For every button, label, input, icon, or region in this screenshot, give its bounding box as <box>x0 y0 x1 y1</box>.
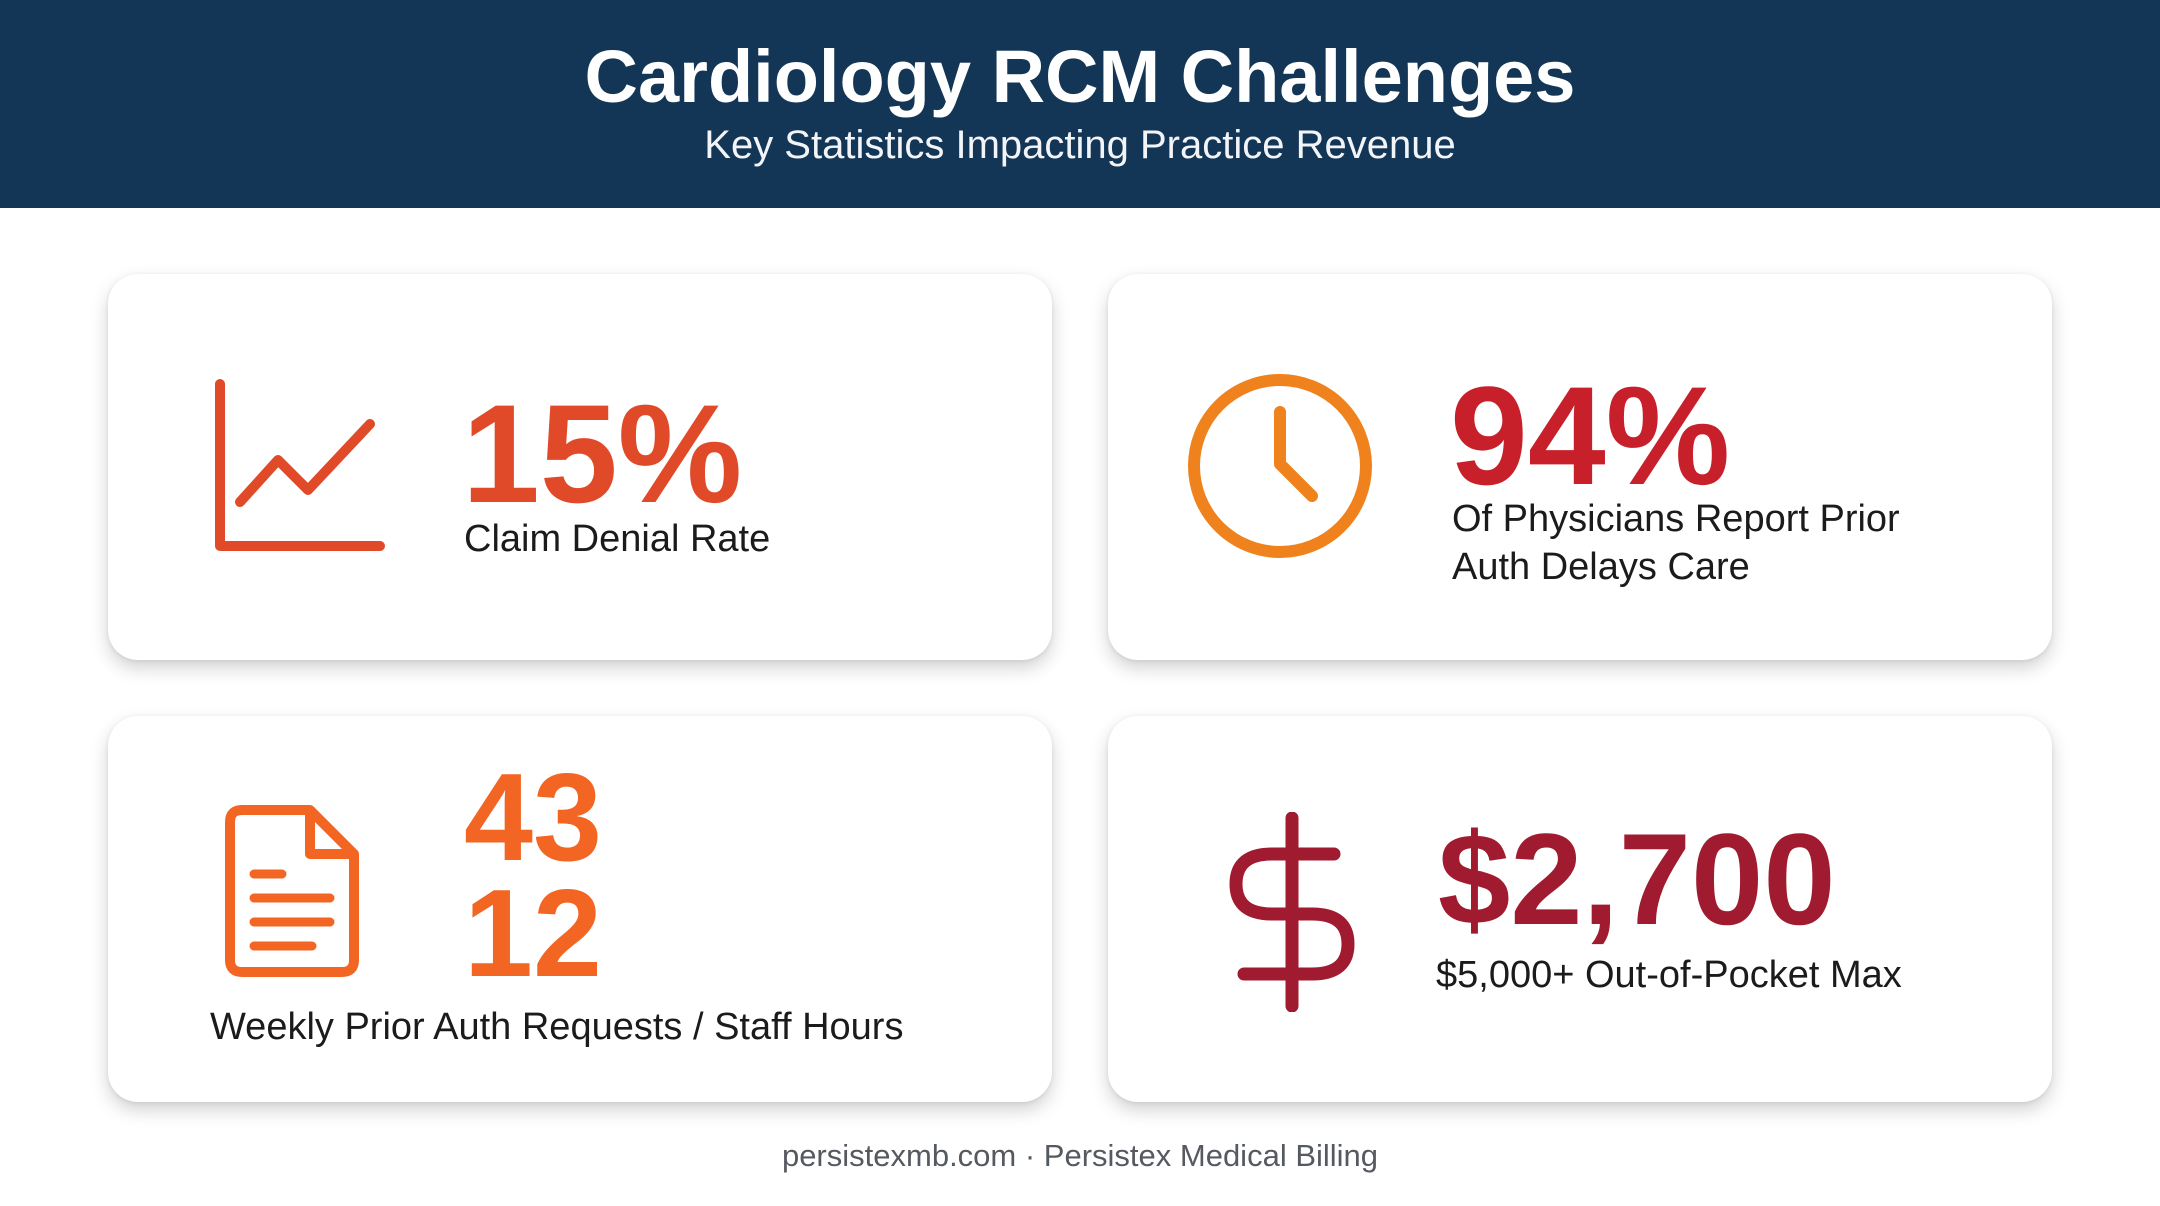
stat-label: Claim Denial Rate <box>464 518 771 560</box>
stat-card-weekly-prior-auth: 43 12 Weekly Prior Auth Requests / Staff… <box>108 716 1052 1102</box>
header-banner: Cardiology RCM Challenges Key Statistics… <box>0 0 2160 208</box>
stat-label-line-2: Auth Delays Care <box>1452 546 1750 588</box>
line-chart-icon <box>215 379 385 551</box>
stat-value: 94% <box>1450 357 1731 514</box>
stat-value: $2,700 <box>1438 806 1836 952</box>
stat-label-line-1: Of Physicians Report Prior <box>1452 498 1900 540</box>
stat-card-out-of-pocket: $2,700 $5,000+ Out-of-Pocket Max <box>1108 716 2052 1102</box>
page-subtitle: Key Statistics Impacting Practice Revenu… <box>704 123 1456 167</box>
clock-icon <box>1188 374 1372 558</box>
stat-label: Weekly Prior Auth Requests / Staff Hours <box>210 1006 904 1048</box>
stat-card-claim-denial: 15% Claim Denial Rate <box>108 274 1052 660</box>
stat-value-hours: 12 <box>464 865 602 1003</box>
stat-label: $5,000+ Out-of-Pocket Max <box>1436 954 1902 996</box>
stat-card-prior-auth-delays: 94% Of Physicians Report Prior Auth Dela… <box>1108 274 2052 660</box>
page-title: Cardiology RCM Challenges <box>584 35 1576 118</box>
stat-value: 15% <box>462 375 743 532</box>
dollar-sign-icon <box>1229 812 1355 1012</box>
footer-credit: persistexmb.com · Persistex Medical Bill… <box>781 1138 1379 1173</box>
document-icon <box>225 805 359 977</box>
stat-value-requests: 43 <box>464 749 602 887</box>
